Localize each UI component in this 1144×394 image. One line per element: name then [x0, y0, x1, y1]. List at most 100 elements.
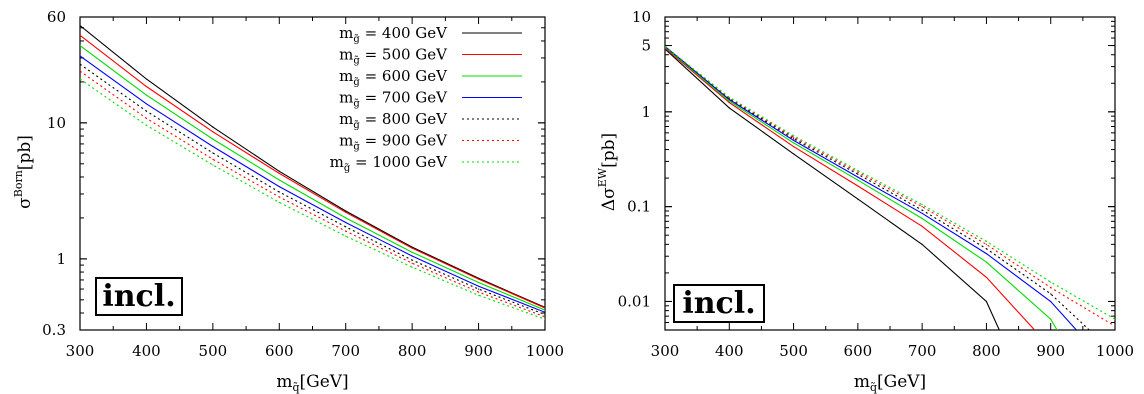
data-point — [857, 185, 859, 187]
y-tick-label: 10 — [632, 8, 651, 26]
data-point — [411, 266, 413, 268]
y-tick-label: 10 — [47, 114, 66, 132]
data-point — [278, 172, 280, 174]
data-point — [80, 24, 81, 27]
data-point — [665, 45, 666, 47]
x-tick-label: 600 — [844, 342, 873, 360]
series-line-3 — [80, 45, 545, 311]
data-point — [478, 281, 480, 284]
data-point — [544, 318, 545, 320]
data-point — [80, 45, 81, 47]
x-axis-label: mq̃[GeV] — [276, 372, 348, 394]
data-point — [345, 221, 347, 224]
series-line-3 — [665, 46, 1058, 330]
data-point — [212, 126, 214, 128]
legend-label: mg̃ = 800 GeV — [339, 110, 448, 131]
series-line-5 — [665, 45, 1090, 330]
series-line-5 — [80, 63, 545, 316]
data-point — [985, 261, 988, 263]
data-point — [1075, 329, 1077, 330]
data-point — [345, 211, 347, 213]
data-point — [921, 243, 923, 245]
x-tick-label: 800 — [972, 342, 1001, 360]
data-point — [411, 259, 413, 261]
x-tick-label: 300 — [66, 342, 95, 360]
data-point — [145, 117, 147, 119]
legend-label: mg̃ = 500 GeV — [339, 46, 448, 67]
x-tick-label: 1000 — [1096, 342, 1134, 360]
y-tick-label: 1 — [641, 103, 651, 121]
data-point — [1088, 329, 1090, 330]
data-point — [145, 110, 147, 112]
data-point — [212, 152, 214, 154]
data-point — [857, 170, 859, 172]
x-tick-label: 300 — [651, 342, 680, 360]
data-point — [345, 230, 347, 232]
data-point — [985, 248, 988, 250]
data-point — [985, 253, 988, 255]
data-point — [212, 164, 214, 166]
y-axis-label: σBorn[pb] — [12, 135, 35, 209]
y-tick-label: 1 — [56, 250, 66, 268]
legend-label: mg̃ = 400 GeV — [339, 24, 448, 45]
data-point — [145, 85, 147, 88]
y-tick-label: 0.01 — [618, 292, 651, 310]
data-point — [80, 70, 81, 72]
x-tick-label: 500 — [779, 342, 808, 360]
legend-label: mg̃ = 900 GeV — [339, 132, 448, 153]
data-point — [985, 300, 988, 303]
data-point — [478, 278, 480, 280]
data-point — [728, 96, 730, 98]
data-point — [345, 226, 347, 228]
data-point — [857, 171, 859, 173]
data-point — [1114, 325, 1115, 327]
x-tick-label: 500 — [199, 342, 228, 360]
data-point — [793, 135, 795, 137]
x-tick-label: 700 — [908, 342, 937, 360]
y-tick-label: 0.3 — [42, 321, 66, 339]
data-point — [212, 158, 214, 160]
x-tick-label: 400 — [715, 342, 744, 360]
data-point — [212, 131, 214, 133]
data-point — [478, 288, 480, 290]
plot-frame — [664, 16, 1116, 331]
data-point — [80, 78, 81, 80]
data-point — [998, 329, 1000, 330]
data-point — [857, 176, 859, 178]
data-point — [1050, 318, 1052, 320]
data-point — [411, 247, 413, 249]
data-point — [793, 142, 795, 144]
annotation-box — [673, 284, 765, 323]
data-point — [212, 145, 214, 148]
data-point — [728, 102, 730, 104]
data-point — [793, 136, 795, 138]
y-tick-label: 5 — [641, 37, 651, 55]
data-point — [278, 196, 280, 198]
x-axis-label: mq̃[GeV] — [854, 372, 926, 394]
x-tick-label: 1000 — [526, 342, 564, 360]
data-point — [985, 243, 988, 245]
data-point — [345, 235, 347, 237]
data-point — [793, 139, 795, 141]
data-point — [278, 191, 280, 193]
series-line-4 — [80, 55, 545, 313]
data-point — [478, 294, 480, 296]
data-point — [278, 170, 280, 172]
data-point — [278, 179, 280, 181]
x-tick-label: 700 — [331, 342, 360, 360]
annotation-box — [95, 277, 183, 316]
series-line-4 — [665, 45, 1077, 330]
data-point — [544, 316, 545, 318]
data-point — [278, 186, 280, 188]
series-line-2 — [80, 34, 545, 309]
data-point — [921, 204, 923, 206]
data-point — [728, 98, 730, 101]
data-point — [1050, 281, 1052, 283]
data-point — [1050, 300, 1052, 303]
annotation-label: incl. — [102, 279, 175, 314]
legend-label: mg̃ = 1000 GeV — [330, 153, 449, 174]
data-point — [985, 240, 988, 242]
data-point — [728, 107, 730, 109]
born-cross-section-panel: 300 400 500 600 700 800 900 1000 0.3 1 10 60 mg̃ = 4… — [12, 8, 564, 394]
